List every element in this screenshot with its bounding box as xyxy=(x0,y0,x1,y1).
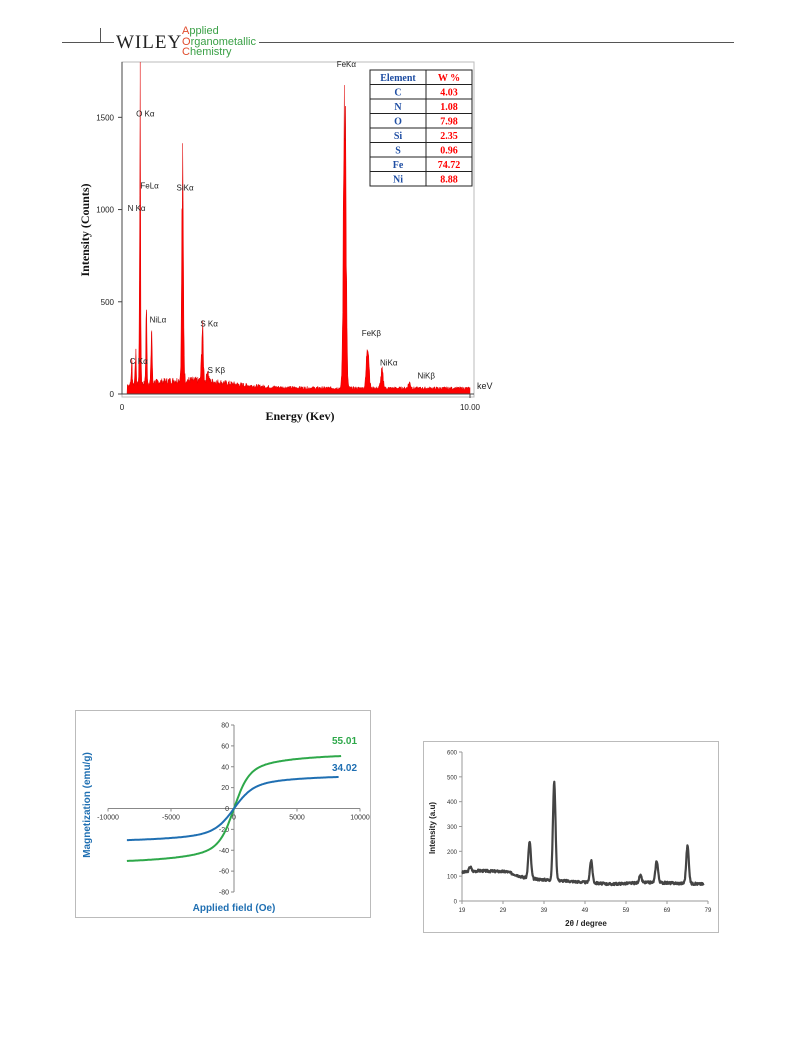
journal-line: Chemistry xyxy=(182,46,232,58)
table-value-cell: 2.35 xyxy=(440,131,458,142)
vsm-y-tick-label: -40 xyxy=(219,848,229,855)
eds-y-tick-label: 500 xyxy=(101,298,115,307)
table-value-cell: 0.96 xyxy=(440,146,458,157)
xrd-y-tick-label: 100 xyxy=(447,875,458,881)
xrd-y-tick-label: 300 xyxy=(447,825,458,831)
publisher-logo: WILEY xyxy=(114,32,185,53)
journal-line: Organometallic xyxy=(182,35,256,48)
eds-peak-label: NiKα xyxy=(380,358,398,367)
eds-peak-label: S Kα xyxy=(200,319,218,328)
vsm-chart-frame xyxy=(75,710,371,918)
eds-peak-label: N Kα xyxy=(128,204,146,213)
eds-peak-label: S Kβ xyxy=(208,366,226,375)
vsm-x-tick-label: 0 xyxy=(232,815,236,822)
eds-x-axis-title: Energy (Kev) xyxy=(266,409,335,423)
vsm-x-tick-label: -10000 xyxy=(97,815,119,822)
xrd-chart-frame xyxy=(423,741,719,933)
eds-peak-labels: C Kα N Kα O Kα FeLα NiLα SiKα S Kα S Kβ FeKα FeKβ… xyxy=(128,60,436,380)
vsm-y-axis-title: Magnetization (emu/g) xyxy=(82,752,93,858)
eds-spectrum-area xyxy=(122,61,471,395)
journal-name: Applied Organometallic Chemistry xyxy=(182,26,259,58)
xrd-x-tick-label: 19 xyxy=(459,908,466,914)
table-element-cell: Fe xyxy=(393,160,404,171)
table-value-cell: 8.88 xyxy=(440,175,458,186)
xrd-x-tick-label: 39 xyxy=(541,908,548,914)
xrd-pattern-line xyxy=(461,780,705,887)
header-rule xyxy=(62,42,734,43)
xrd-pattern-chart: 0 100 200 300 400 500 600 19 29 39 49 59 69 79 2θ / d… xyxy=(423,741,719,933)
table-value-cell: 4.03 xyxy=(440,88,458,99)
xrd-x-tick-label: 79 xyxy=(705,908,712,914)
table-element-cell: Ni xyxy=(393,175,403,186)
vsm-y-tick-label: -20 xyxy=(219,827,229,834)
eds-axes: 0 500 1000 1500 0 10.00 xyxy=(96,62,481,412)
xrd-axes: 0 100 200 300 400 500 600 19 29 39 49 59 69 79 xyxy=(447,751,712,915)
eds-unit-label: keV xyxy=(477,381,493,391)
table-element-cell: S xyxy=(395,146,401,157)
xrd-y-tick-label: 200 xyxy=(447,850,458,856)
table-value-cell: 1.08 xyxy=(440,102,458,113)
saturation-label-outer: 55.01 xyxy=(332,736,357,747)
vsm-y-tick-label: -80 xyxy=(219,890,229,897)
vsm-y-tick-label: -60 xyxy=(219,869,229,876)
table-value-cell: 7.98 xyxy=(440,117,458,128)
vsm-x-tick-label: 5000 xyxy=(289,815,305,822)
table-element-cell: C xyxy=(394,88,401,99)
xrd-x-tick-label: 69 xyxy=(664,908,671,914)
eds-peak-label: FeKα xyxy=(337,60,357,69)
eds-peak-label: SiKα xyxy=(177,183,194,192)
xrd-y-tick-label: 0 xyxy=(454,900,458,906)
vsm-x-axis-title: Applied field (Oe) xyxy=(193,903,276,914)
vsm-x-tick-label: 10000 xyxy=(350,815,370,822)
table-value-cell: 74.72 xyxy=(438,160,461,171)
vsm-y-tick-label: 0 xyxy=(225,806,229,813)
table-element-cell: Si xyxy=(394,131,403,142)
eds-peak-label: O Kα xyxy=(136,110,155,119)
xrd-x-axis-title: 2θ / degree xyxy=(565,919,607,928)
magnetization-chart: -10000 -5000 0 5000 10000 -80 -60 -40 -20 20 40 60 8… xyxy=(75,710,371,918)
table-header-cell: W % xyxy=(438,73,460,84)
eds-x-tick-label: 0 xyxy=(120,403,125,412)
table-element-cell: N xyxy=(394,102,402,113)
xrd-y-axis-title: Intensity (a.u) xyxy=(428,802,437,854)
eds-peak-label: NiLα xyxy=(150,316,167,325)
xrd-x-tick-label: 29 xyxy=(500,908,507,914)
eds-peak-label: NiKβ xyxy=(417,371,435,380)
eds-peak-label: FeLα xyxy=(140,182,159,191)
header-tick xyxy=(100,28,101,42)
vsm-y-tick-label: 80 xyxy=(221,723,229,730)
element-weight-table: Element W % C 4.03 N 1.08 O 7.98 Si 2.35 S 0.96 Fe 74… xyxy=(369,69,473,187)
xrd-x-tick-label: 49 xyxy=(582,908,589,914)
xrd-x-tick-label: 59 xyxy=(623,908,630,914)
magnetization-curve-inner xyxy=(126,776,339,842)
xrd-y-tick-label: 500 xyxy=(447,775,458,781)
eds-y-tick-label: 1500 xyxy=(96,113,114,122)
table-header-cell: Element xyxy=(380,73,416,84)
eds-y-tick-label: 0 xyxy=(110,390,115,399)
vsm-y-tick-label: 60 xyxy=(221,743,229,750)
eds-spectrum-chart: 0 500 1000 1500 0 10.00 C Kα N Kα O Kα FeLα NiLα S… xyxy=(78,60,493,423)
vsm-y-tick-label: 40 xyxy=(221,764,229,771)
journal-line: Applied xyxy=(182,25,219,37)
eds-peak-label: C Kα xyxy=(130,357,148,366)
saturation-label-inner: 34.02 xyxy=(332,763,357,774)
vsm-y-tick-label: 20 xyxy=(221,785,229,792)
eds-x-tick-label: 10.00 xyxy=(460,403,481,412)
eds-y-axis-title: Intensity (Counts) xyxy=(78,183,92,276)
vsm-x-tick-label: -5000 xyxy=(162,815,180,822)
eds-peak-label: FeKβ xyxy=(362,329,382,338)
table-element-cell: O xyxy=(394,117,402,128)
xrd-y-tick-label: 400 xyxy=(447,800,458,806)
xrd-y-tick-label: 600 xyxy=(447,751,458,757)
eds-y-tick-label: 1000 xyxy=(96,206,114,215)
